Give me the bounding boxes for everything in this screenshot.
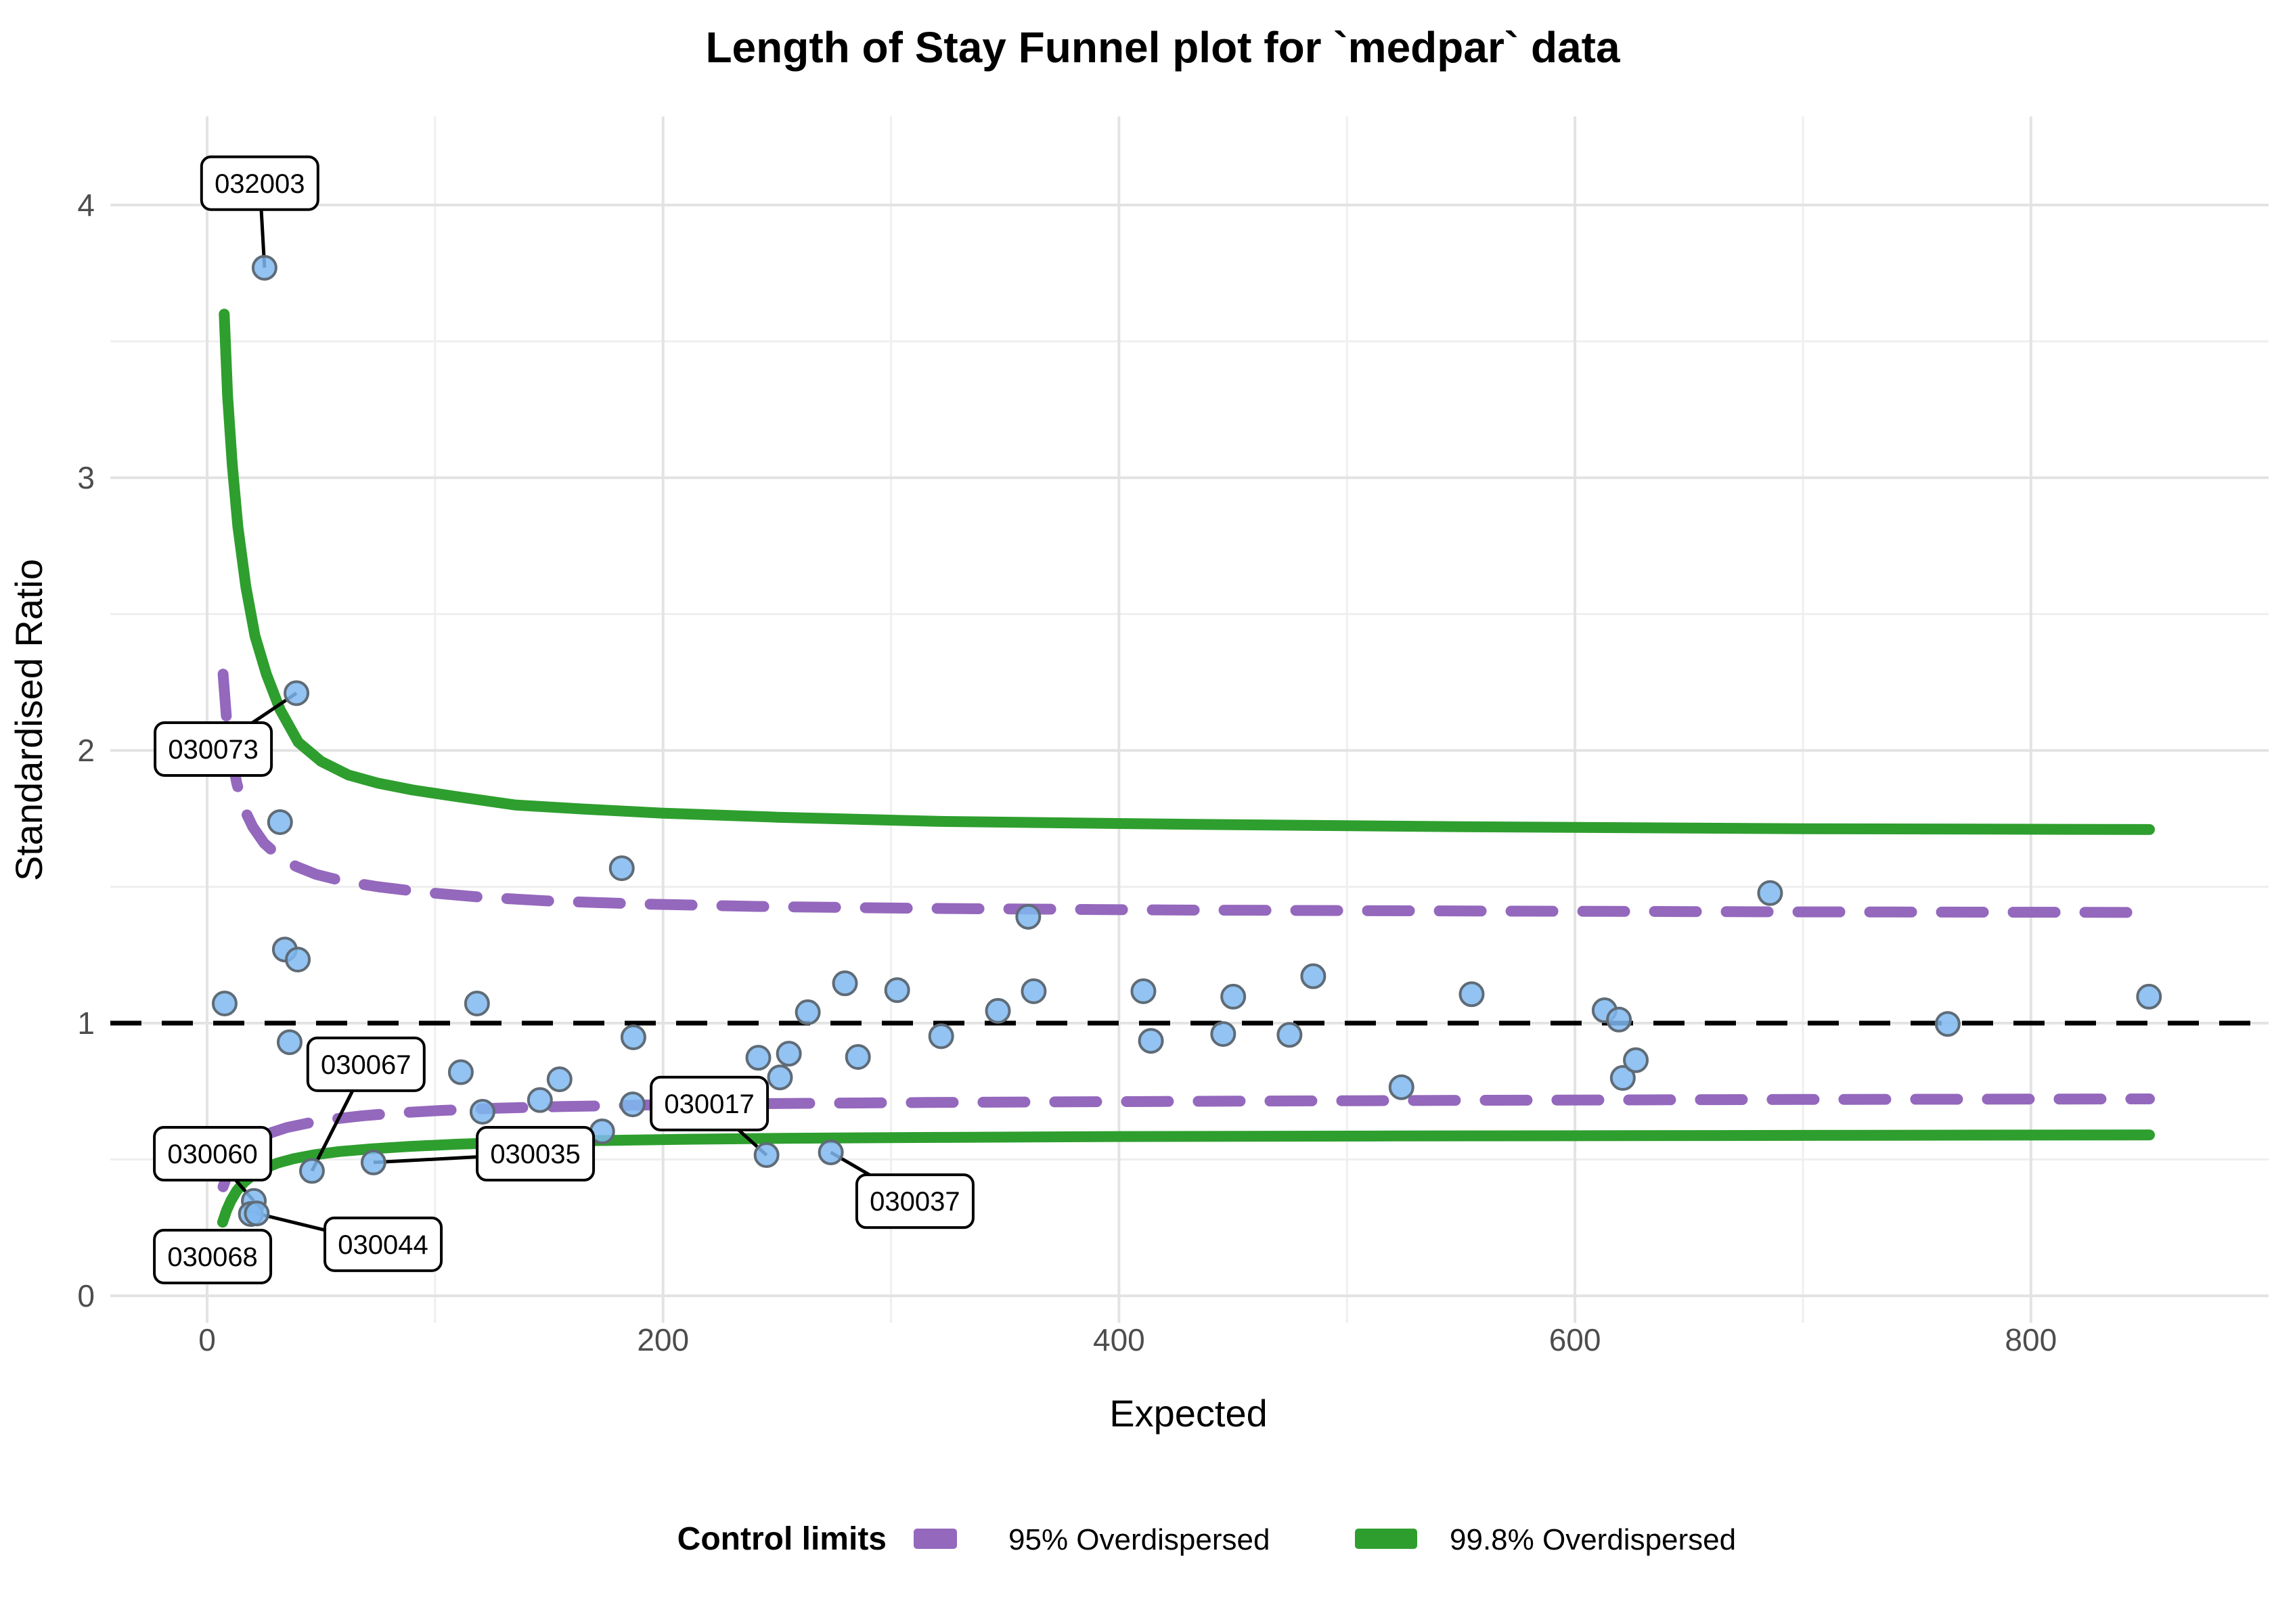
callout-box-030017 xyxy=(650,1075,770,1131)
y-tick-label: 2 xyxy=(77,733,95,768)
x-axis-title: Expected xyxy=(1109,1392,1268,1435)
data-point-030044 xyxy=(244,1200,270,1227)
x-tick-label: 200 xyxy=(637,1322,689,1357)
data-point xyxy=(469,1098,495,1125)
data-point xyxy=(1458,981,1485,1008)
callout-text-032003: 032003 xyxy=(215,169,305,199)
data-point xyxy=(1623,1047,1649,1073)
callout-box-030068 xyxy=(153,1228,273,1284)
legend: Control limits 95% Overdispersed 99.8% O… xyxy=(677,1521,1736,1557)
data-point xyxy=(985,997,1011,1024)
data-point-030067 xyxy=(298,1158,325,1184)
data-point xyxy=(211,990,238,1016)
data-point xyxy=(620,1024,646,1050)
callout-label-layer: 032003 030073 030067 030060 030068 030044 0300… xyxy=(153,155,975,1284)
data-point xyxy=(1934,1011,1961,1037)
callout-box-030035 xyxy=(476,1126,596,1182)
y-tick-label: 3 xyxy=(77,460,95,495)
data-point xyxy=(527,1087,553,1113)
callout-box-030060 xyxy=(153,1126,273,1182)
data-point xyxy=(447,1059,474,1085)
data-point xyxy=(1021,978,1047,1004)
data-point xyxy=(276,1029,303,1056)
data-point xyxy=(464,990,490,1016)
data-point xyxy=(1015,903,1042,930)
data-point xyxy=(1757,880,1783,906)
data-point xyxy=(1220,983,1247,1010)
data-point xyxy=(1130,978,1157,1004)
data-point-030035 xyxy=(360,1149,386,1175)
callout-text-030035: 030035 xyxy=(490,1140,580,1169)
callout-box-030044 xyxy=(324,1216,443,1272)
y-tick-label: 1 xyxy=(77,1006,95,1041)
callout-text-030068: 030068 xyxy=(167,1242,257,1272)
data-point xyxy=(1276,1022,1303,1048)
callout-box-030067 xyxy=(306,1036,426,1092)
data-point xyxy=(795,999,821,1025)
axis-tick-layer: 0 1 2 3 4 0 200 400 600 800 xyxy=(77,187,2057,1357)
callout-text-030017: 030017 xyxy=(664,1089,754,1119)
data-point xyxy=(608,855,635,882)
data-point-layer xyxy=(211,254,2162,1227)
y-tick-label: 4 xyxy=(77,187,95,223)
callout-text-030060: 030060 xyxy=(167,1140,257,1169)
data-point-030017 xyxy=(753,1142,780,1169)
y-axis-title: Standardised Ratio xyxy=(7,559,50,881)
data-point xyxy=(928,1023,954,1050)
control-limit-95-upper xyxy=(217,669,2155,918)
legend-key-998-overdispersed xyxy=(1355,1529,1417,1549)
data-point xyxy=(1138,1028,1164,1054)
callout-box-030073 xyxy=(154,721,273,777)
callout-text-030073: 030073 xyxy=(168,735,258,765)
callout-text-030067: 030067 xyxy=(321,1050,411,1080)
data-point-030037 xyxy=(818,1140,844,1166)
legend-title: Control limits xyxy=(677,1521,887,1557)
data-point xyxy=(884,977,910,1003)
callout-text-030044: 030044 xyxy=(338,1230,428,1260)
data-point xyxy=(1300,963,1326,989)
x-tick-label: 0 xyxy=(198,1322,216,1357)
data-point xyxy=(546,1066,573,1093)
callout-box-030037 xyxy=(855,1173,975,1230)
data-point xyxy=(832,970,858,997)
x-tick-label: 800 xyxy=(2005,1322,2057,1357)
data-point xyxy=(619,1091,646,1118)
data-point xyxy=(1210,1021,1236,1047)
data-point xyxy=(267,809,293,835)
data-point xyxy=(745,1045,772,1071)
legend-label-95-overdispersed: 95% Overdispersed xyxy=(1008,1523,1270,1556)
control-limit-998-upper xyxy=(219,309,2155,835)
data-point-030073 xyxy=(284,680,310,706)
y-tick-label: 0 xyxy=(77,1278,95,1313)
callout-text-030037: 030037 xyxy=(870,1187,960,1217)
data-point xyxy=(776,1041,802,1067)
callout-box-032003 xyxy=(200,155,319,211)
data-point xyxy=(1388,1074,1414,1100)
data-point xyxy=(767,1064,793,1091)
data-point xyxy=(1606,1006,1632,1033)
x-tick-label: 400 xyxy=(1093,1322,1145,1357)
gridline-layer xyxy=(110,116,2269,1323)
legend-label-998-overdispersed: 99.8% Overdispersed xyxy=(1450,1523,1736,1556)
chart-title: Length of Stay Funnel plot for `medpar` … xyxy=(705,23,1620,72)
data-point xyxy=(2136,983,2162,1010)
legend-key-95-overdispersed xyxy=(914,1529,957,1549)
data-point-032003 xyxy=(251,254,277,281)
data-point xyxy=(285,947,311,973)
data-point xyxy=(845,1043,871,1070)
data-point xyxy=(1609,1065,1636,1091)
x-tick-label: 600 xyxy=(1549,1322,1601,1357)
